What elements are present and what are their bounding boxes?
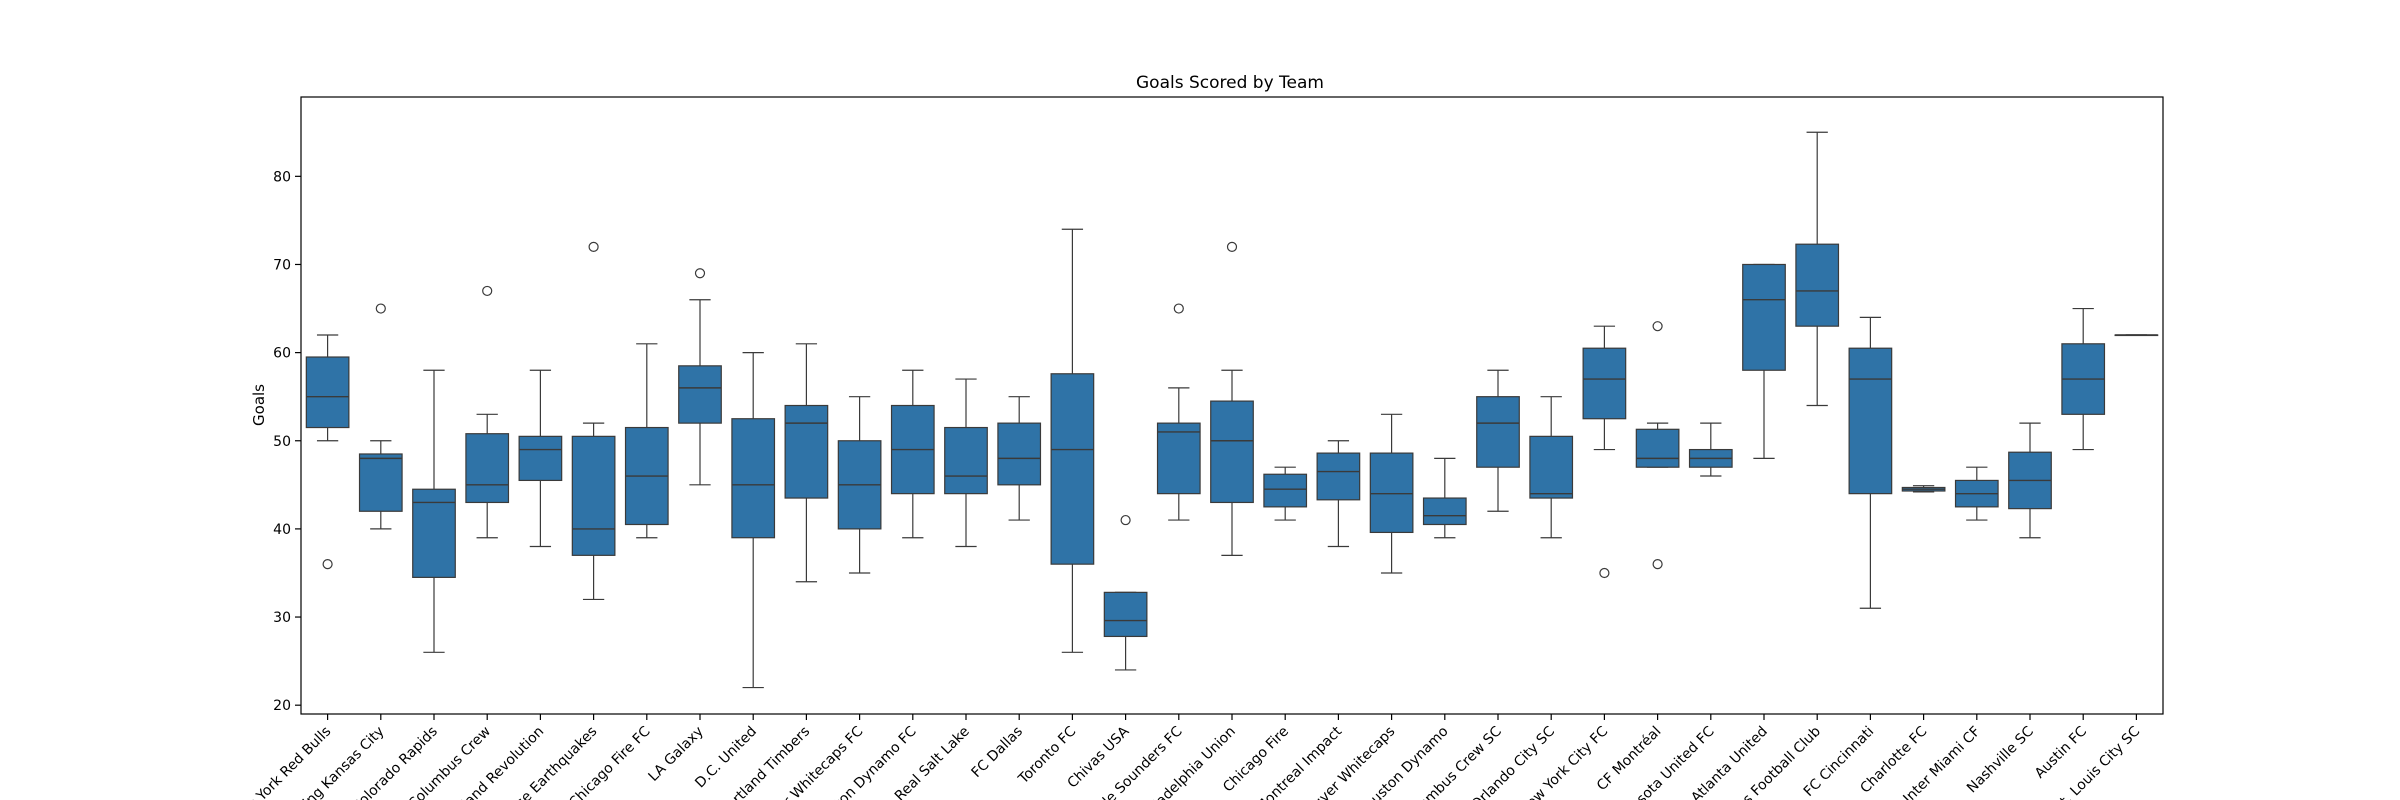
- y-tick-label: 30: [273, 610, 291, 626]
- box-group: [518, 369, 563, 548]
- y-tick-label: 70: [273, 257, 291, 273]
- iqr-box: [1848, 347, 1893, 495]
- iqr-box: [731, 418, 776, 539]
- iqr-box: [518, 435, 563, 482]
- box-group: [571, 241, 616, 601]
- box-group: [1795, 131, 1840, 407]
- box-group: [1901, 485, 1946, 493]
- box-group: [890, 369, 935, 539]
- y-tick-label: 20: [273, 698, 291, 714]
- outlier-point: [1173, 303, 1184, 314]
- iqr-box: [1422, 497, 1467, 526]
- box-group: [358, 303, 403, 530]
- iqr-box: [465, 433, 510, 504]
- outlier-point: [375, 303, 386, 314]
- box-group: [2114, 334, 2159, 337]
- iqr-box: [944, 426, 988, 495]
- box-group: [784, 343, 829, 583]
- iqr-box: [1316, 452, 1361, 501]
- y-tick-label: 50: [273, 434, 291, 450]
- box-group: [1369, 413, 1414, 574]
- box-group: [1103, 514, 1148, 671]
- box-group: [837, 396, 882, 574]
- y-tick-label: 80: [273, 169, 291, 185]
- iqr-box: [1050, 373, 1095, 565]
- outlier-point: [322, 559, 333, 570]
- outlier-point: [694, 268, 706, 279]
- box-group: [2008, 422, 2052, 539]
- outlier-point: [482, 285, 493, 297]
- iqr-box: [1210, 400, 1254, 504]
- iqr-box: [571, 435, 616, 556]
- box-group: [2061, 307, 2106, 451]
- iqr-box: [1369, 452, 1414, 534]
- y-tick-label: 60: [273, 346, 291, 362]
- iqr-box: [1103, 591, 1148, 638]
- iqr-box: [1635, 428, 1680, 468]
- box-group: [1529, 396, 1574, 539]
- iqr-box: [305, 356, 350, 429]
- outlier-point: [1652, 559, 1663, 570]
- box-group: [1582, 325, 1627, 579]
- box-group: [1156, 303, 1201, 521]
- iqr-box: [1742, 263, 1786, 371]
- plot-frame: [300, 96, 2164, 715]
- iqr-box: [1263, 473, 1308, 508]
- plot-area: [305, 131, 2159, 689]
- box-group: [1422, 457, 1467, 539]
- box-group: [1954, 466, 1999, 521]
- box-group: [678, 268, 722, 486]
- outlier-point: [1226, 241, 1238, 252]
- outlier-point: [1120, 514, 1131, 526]
- box-group: [305, 334, 350, 570]
- box-group: [465, 285, 510, 539]
- box-group: [1742, 263, 1786, 459]
- iqr-box: [1795, 243, 1840, 327]
- box-group: [731, 352, 776, 689]
- box-group: [1316, 440, 1361, 548]
- outlier-point: [588, 241, 599, 252]
- iqr-box: [1582, 347, 1627, 420]
- y-axis-label: Goals: [250, 384, 268, 426]
- box-group: [1476, 369, 1520, 512]
- y-tick-label: 40: [273, 522, 291, 538]
- box-group: [997, 396, 1042, 521]
- iqr-box: [678, 365, 722, 424]
- iqr-box: [412, 488, 456, 578]
- iqr-box: [1476, 396, 1520, 468]
- iqr-box: [997, 422, 1042, 486]
- box-group: [1210, 241, 1254, 556]
- iqr-box: [784, 404, 829, 499]
- outlier-point: [1652, 321, 1663, 332]
- box-group: [1688, 422, 1733, 477]
- iqr-box: [358, 453, 403, 512]
- box-group: [1263, 466, 1308, 521]
- box-group: [1635, 321, 1680, 570]
- chart-title: Goals Scored by Team: [1136, 73, 1324, 93]
- box-group: [412, 369, 456, 653]
- iqr-box: [1529, 435, 1574, 499]
- box-group: [624, 343, 669, 539]
- box-group: [944, 378, 988, 548]
- iqr-box: [1156, 422, 1201, 495]
- box-group: [1848, 316, 1893, 609]
- box-group: [1050, 228, 1095, 653]
- y-axis: 20 30 40 50 60 70 80: [273, 169, 301, 714]
- outlier-point: [1599, 567, 1610, 579]
